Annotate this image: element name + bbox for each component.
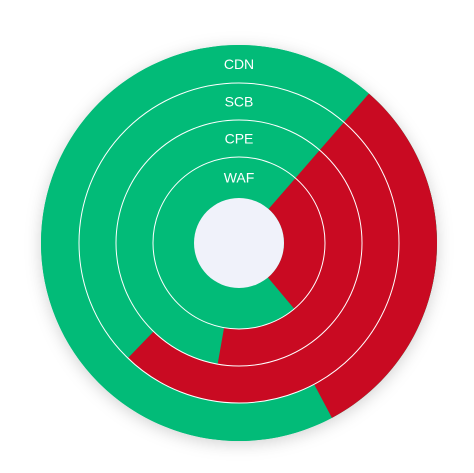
ring-separator bbox=[152, 156, 326, 330]
ring-cdn-fail-segment bbox=[314, 93, 437, 418]
ring-scb-fail-segment bbox=[127, 122, 399, 403]
ring-label-scb: SCB bbox=[225, 94, 254, 110]
ring-cpe-fail-segment bbox=[217, 150, 362, 366]
ring-separator bbox=[115, 119, 363, 367]
ring-label-waf: WAF bbox=[224, 170, 255, 186]
ring-waf-fail-segment bbox=[267, 178, 325, 309]
ring-label-cpe: CPE bbox=[225, 131, 254, 147]
chart-center-hole bbox=[194, 198, 284, 288]
ring-label-cdn: CDN bbox=[224, 56, 254, 72]
ring-separator bbox=[78, 82, 400, 404]
